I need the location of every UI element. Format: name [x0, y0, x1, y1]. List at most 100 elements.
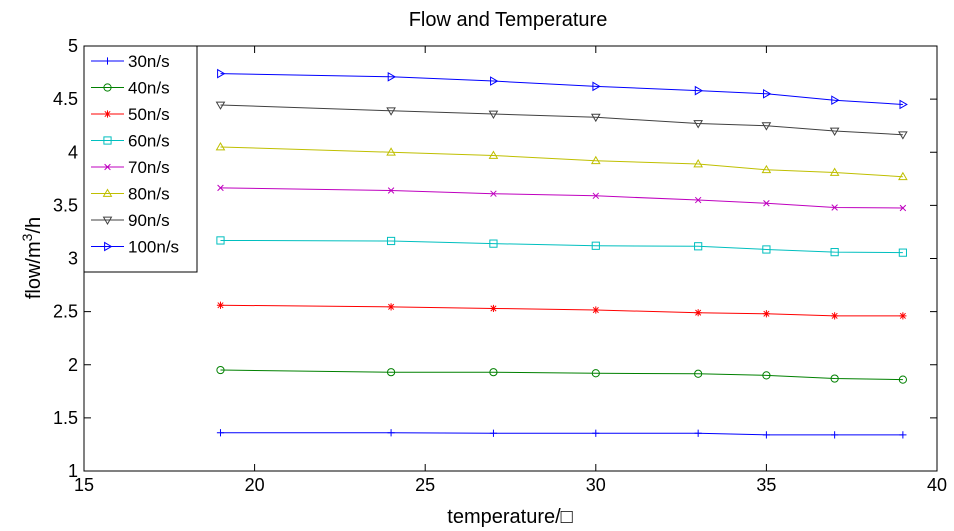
series-line: [220, 304, 903, 317]
data-point: [387, 303, 395, 311]
series-layer: [215, 68, 908, 439]
data-point: [488, 150, 499, 159]
data-point: [762, 431, 770, 439]
y-tick-label: 1.5: [53, 408, 78, 428]
legend-label: 50n/s: [128, 105, 170, 124]
data-point: [217, 68, 226, 79]
x-tick-label: 15: [74, 475, 94, 495]
data-point: [216, 429, 225, 437]
data-point: [899, 99, 908, 110]
data-point: [831, 95, 840, 106]
data-point: [591, 241, 600, 250]
legend-entry: 40n/s: [91, 79, 170, 98]
y-axis-title: flow/m3/h: [19, 217, 45, 299]
data-point: [489, 368, 498, 377]
data-point: [216, 236, 225, 245]
y-tick-label: 2.5: [53, 302, 78, 322]
data-point: [215, 101, 226, 110]
legend-label: 70n/s: [128, 158, 170, 177]
data-point: [830, 248, 839, 257]
y-tick-label: 1: [68, 461, 78, 481]
data-point: [103, 136, 112, 145]
x-tick-label: 20: [245, 475, 265, 495]
data-point: [215, 141, 226, 151]
data-point: [591, 369, 600, 378]
y-axis-title-main: flow/m: [23, 241, 45, 299]
data-point: [387, 429, 395, 437]
series-line: [220, 369, 903, 381]
data-point: [898, 375, 907, 384]
data-point: [898, 248, 907, 257]
data-point: [488, 110, 499, 119]
legend: 30n/s 40n/s 50n/s 60n/s 70n/s 80n/s 90n/s 100n/…: [83, 45, 198, 273]
data-point: [830, 374, 839, 383]
x-tick-label: 25: [415, 475, 435, 495]
x-axis-title: temperature/□: [447, 506, 572, 528]
data-point: [590, 113, 601, 123]
data-point: [386, 236, 396, 246]
data-point: [693, 158, 703, 168]
data-point: [490, 76, 499, 86]
legend-entry: 70n/s: [91, 158, 170, 177]
data-point: [899, 204, 907, 212]
series-line: [220, 146, 903, 178]
plot-area: [83, 45, 938, 472]
data-point: [104, 241, 113, 252]
legend-label: 30n/s: [128, 52, 170, 71]
legend-label: 80n/s: [128, 185, 170, 204]
series-30n-s: [216, 429, 907, 439]
y-tick-label: 3.5: [53, 195, 78, 215]
y-axis-title-sup: 3: [19, 233, 35, 241]
y-tick-label: 4.5: [53, 89, 78, 109]
series-40n-s: [216, 365, 907, 384]
y-tick-label: 2: [68, 355, 78, 375]
data-point: [694, 196, 702, 204]
axis-ticks: 15 20 25 30 35 40 1 1.5 2 2.5 3 3.5 4 4.5 5: [53, 36, 947, 495]
data-point: [102, 188, 113, 197]
data-point: [829, 167, 840, 176]
y-tick-label: 4: [68, 142, 78, 162]
data-point: [693, 120, 703, 129]
data-point: [592, 429, 600, 437]
data-point: [489, 429, 498, 437]
data-point: [217, 184, 224, 192]
data-point: [762, 245, 771, 254]
data-point: [898, 131, 908, 140]
x-tick-label: 35: [756, 475, 776, 495]
data-point: [763, 88, 772, 99]
legend-label: 40n/s: [128, 79, 170, 98]
x-tick-label: 40: [927, 475, 947, 495]
data-point: [831, 204, 838, 211]
data-point: [899, 431, 907, 439]
data-point: [694, 85, 704, 96]
series-line: [220, 187, 903, 209]
data-point: [831, 431, 839, 439]
data-point: [103, 83, 112, 92]
data-point: [761, 164, 772, 174]
data-point: [216, 301, 225, 309]
legend-entry: 80n/s: [91, 185, 170, 204]
legend-label: 90n/s: [128, 211, 170, 230]
data-point: [899, 312, 907, 320]
series-line: [220, 432, 903, 436]
data-point: [386, 368, 396, 377]
series-60n-s: [216, 236, 907, 257]
legend-entry: 50n/s: [91, 105, 170, 124]
series-line: [220, 104, 903, 136]
legend-entry: 90n/s: [91, 211, 170, 230]
y-tick-label: 5: [68, 36, 78, 56]
data-point: [694, 369, 703, 378]
data-point: [829, 127, 840, 136]
data-point: [694, 429, 702, 437]
legend-box: [83, 45, 198, 273]
data-point: [387, 71, 397, 82]
legend-label: 100n/s: [128, 238, 179, 257]
data-point: [387, 187, 395, 194]
data-point: [831, 312, 839, 320]
chart-title: Flow and Temperature: [409, 9, 608, 31]
data-point: [761, 122, 772, 131]
data-point: [694, 309, 702, 317]
data-point: [898, 171, 908, 181]
legend-entry: 100n/s: [91, 238, 179, 257]
